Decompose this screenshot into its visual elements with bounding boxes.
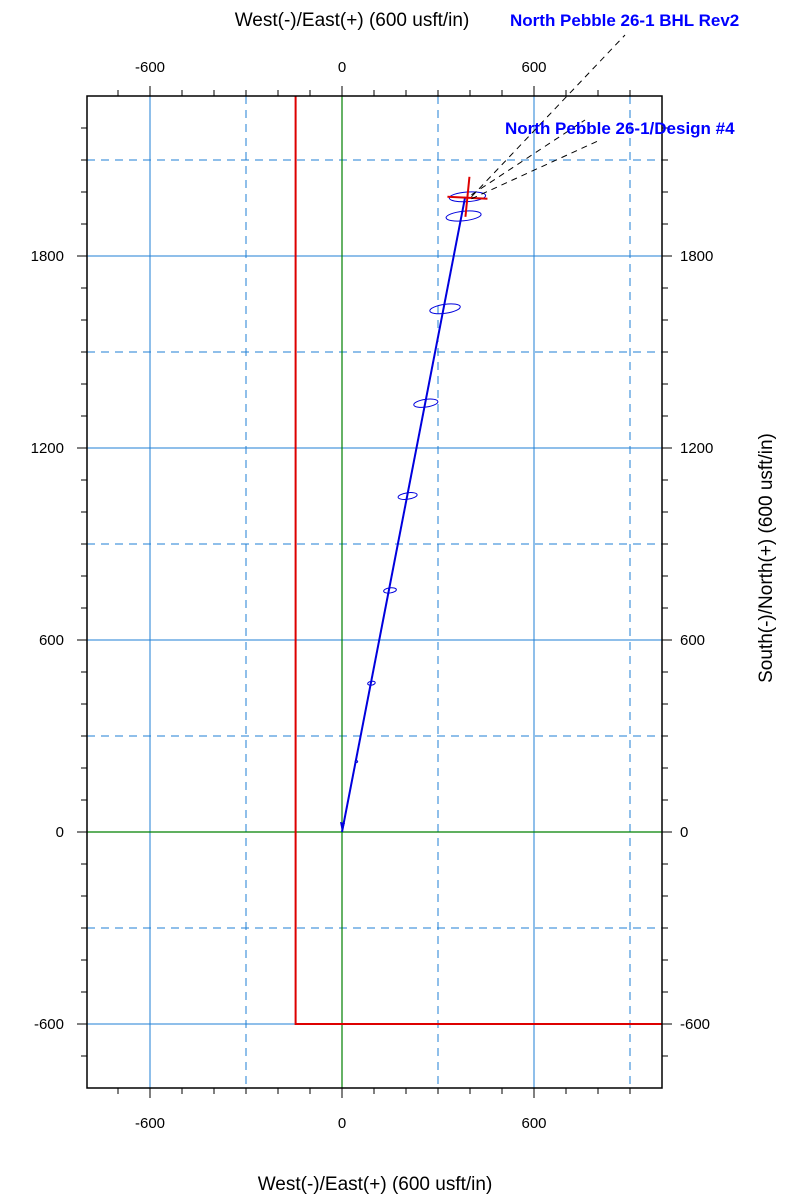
x-axis-title-bottom: West(-)/East(+) (600 usft/in) [258,1174,493,1195]
x-tick-label-top: 0 [338,59,346,76]
y-tick-label-right: 600 [680,632,705,649]
x-tick-label-bottom: 0 [338,1115,346,1132]
lease-line [294,96,662,1025]
y-tick-label-left: 0 [56,824,64,841]
well-path-line [341,196,467,833]
well-path-start-arrow [340,822,345,832]
x-axis-title-top: West(-)/East(+) (600 usft/in) [235,10,470,31]
y-tick-label-left: 600 [39,632,64,649]
y-tick-label-left: 1200 [31,440,64,457]
x-tick-label-top: -600 [135,59,165,76]
y-tick-label-right: 1200 [680,440,713,457]
grid-layer [87,96,662,1088]
series-layer [294,34,662,1025]
x-tick-label-bottom: -600 [135,1115,165,1132]
target-cross-horizontal [447,195,488,200]
annotation-bhl-label: North Pebble 26-1 BHL Rev2 [510,11,739,30]
x-tick-label-bottom: 600 [521,1115,546,1132]
y-tick-label-left: 1800 [31,248,64,265]
uncertainty-ellipse [445,210,482,222]
annotation-design-label: North Pebble 26-1/Design #4 [505,119,735,138]
y-tick-label-left: -600 [34,1016,64,1033]
y-tick-label-right: 1800 [680,248,713,265]
y-tick-label-right: 0 [680,824,688,841]
leader-line-design [471,139,601,200]
x-tick-label-top: 600 [521,59,546,76]
label-layer: -600 -600 0 0 600 600 -600 -600 0 0 600 600 1200 1200… [31,59,714,1132]
leader-line-bhl [471,34,626,198]
frame-layer [77,86,672,1098]
leader-line-design-2 [471,119,586,196]
y-tick-label-right: -600 [680,1016,710,1033]
y-axis-title-right: South(-)/North(+) (600 usft/in) [756,433,777,683]
plot-frame [86,95,663,1089]
